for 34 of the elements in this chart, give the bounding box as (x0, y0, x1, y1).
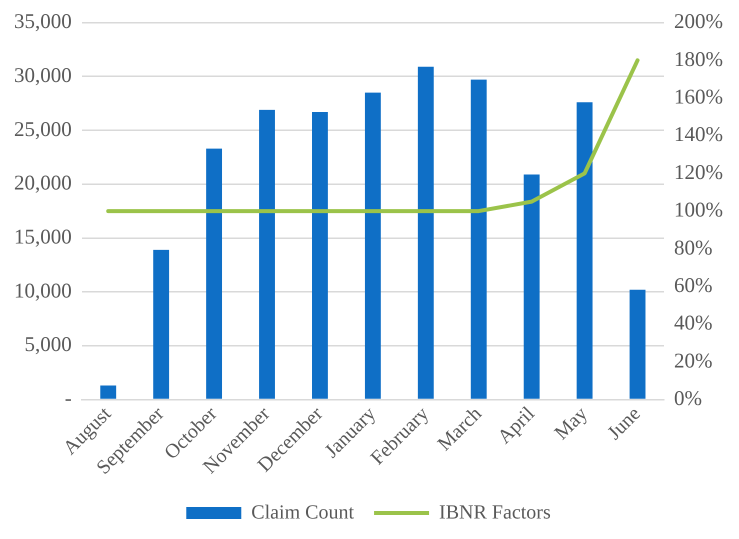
y2-tick-label: 200% (674, 9, 724, 34)
y2-tick-label: 80% (674, 235, 713, 260)
bar (576, 102, 593, 399)
bar (100, 386, 116, 399)
bar (153, 250, 170, 399)
bar (418, 66, 434, 399)
y2-tick-label: 0% (674, 386, 702, 410)
y-tick-label: 20,000 (14, 170, 72, 195)
y2-tick-label: 180% (674, 46, 724, 71)
y2-tick-label: 120% (674, 160, 724, 184)
legend-label: Claim Count (251, 501, 355, 524)
bar (364, 92, 381, 399)
y-tick-label: 35,000 (14, 9, 72, 34)
y2-tick-label: 40% (674, 310, 713, 335)
bar (206, 148, 222, 399)
y2-tick-label: 60% (674, 272, 713, 297)
y2-tick-label: 100% (674, 198, 724, 222)
y2-tick-label: 20% (674, 348, 713, 372)
y-tick-label: 25,000 (14, 116, 72, 141)
x-tick-label: June (603, 402, 645, 444)
bar (259, 110, 275, 399)
bar (312, 112, 328, 399)
y-tick-label: - (64, 386, 72, 410)
legend-label: IBNR Factors (439, 501, 551, 524)
y-tick-label: 15,000 (14, 224, 72, 249)
y-tick-label: 5,000 (24, 332, 72, 356)
bar (630, 290, 646, 399)
x-tick-label: May (550, 402, 592, 444)
y-tick-label: 30,000 (14, 62, 72, 87)
bar (470, 80, 487, 399)
y2-tick-label: 140% (674, 122, 724, 146)
bar (524, 174, 540, 399)
y-tick-label: 10,000 (14, 278, 72, 302)
y2-tick-label: 160% (674, 84, 724, 109)
